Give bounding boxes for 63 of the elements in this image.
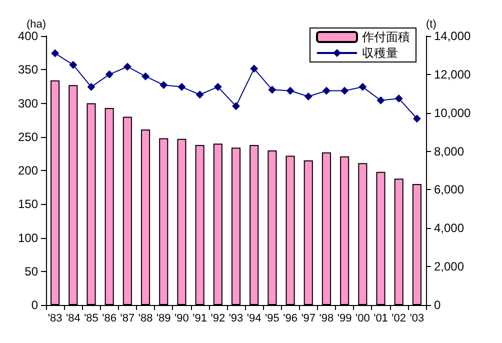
point [412,114,421,123]
x-tick-label: '93 [228,312,244,324]
y2-tick-label: 10,000 [434,106,472,120]
point [178,82,186,91]
point [69,60,78,69]
x-tick-label: '01 [374,312,388,324]
point [268,86,276,94]
x-tick-label: '89 [156,312,171,324]
y2-tick-label: 14,000 [434,29,472,43]
y-tick-label: 100 [18,230,38,245]
y-axis-title: (ha) [26,18,46,30]
x-tick-label: '98 [319,312,334,324]
point [358,82,367,91]
x-tick-label: '85 [84,312,98,324]
point [286,86,294,95]
y-tick-label: 50 [24,264,38,278]
point [232,102,240,110]
x-tick-label: '87 [120,312,135,324]
y-tick-label: 350 [18,62,38,77]
point [322,86,330,95]
y2-tick-label: 2,000 [434,260,464,274]
point [340,86,349,95]
y-tick-label: 300 [18,96,38,110]
x-tick-label: '88 [138,312,153,324]
y2-tick-label: 12,000 [434,67,472,82]
x-tick-label: '99 [337,312,352,324]
x-tick-label: '90 [174,312,189,324]
x-tick-label: '97 [301,312,316,324]
y-tick-label: 200 [18,164,38,178]
point [123,62,132,71]
x-tick-label: '91 [192,312,207,324]
point [142,72,150,80]
point [196,90,204,99]
y-tick-label: 400 [18,29,38,43]
x-tick-label: '84 [66,312,80,324]
x-tick-label: '00 [355,312,370,324]
y2-tick-label: 6,000 [434,182,464,197]
y2-axis-title: (t) [426,18,436,30]
x-tick-label: '96 [283,312,298,324]
x-tick-label: '92 [210,312,226,324]
point [250,64,258,73]
point [51,49,60,58]
point [394,94,403,102]
y-tick-label: 150 [18,197,38,212]
y2-tick-label: 4,000 [434,221,464,236]
y-tick-label: 250 [18,130,38,144]
x-tick-label: '83 [48,312,62,324]
point [214,82,222,91]
x-tick-label: '02 [392,312,406,324]
x-tick-label: '95 [265,312,280,324]
point [160,80,168,89]
point [376,96,385,104]
x-tick-label: '94 [246,312,262,324]
y2-tick-label: 8,000 [434,144,464,158]
legend-label: 収穫量 [362,46,398,60]
point [304,92,312,101]
point [105,70,114,78]
x-tick-label: '03 [410,312,424,324]
point [87,82,96,91]
y2-tick-label: 0 [434,298,441,312]
legend-label: 作付面積 [361,30,410,44]
x-tick-label: '86 [102,312,117,324]
y-tick-label: 0 [31,298,38,312]
